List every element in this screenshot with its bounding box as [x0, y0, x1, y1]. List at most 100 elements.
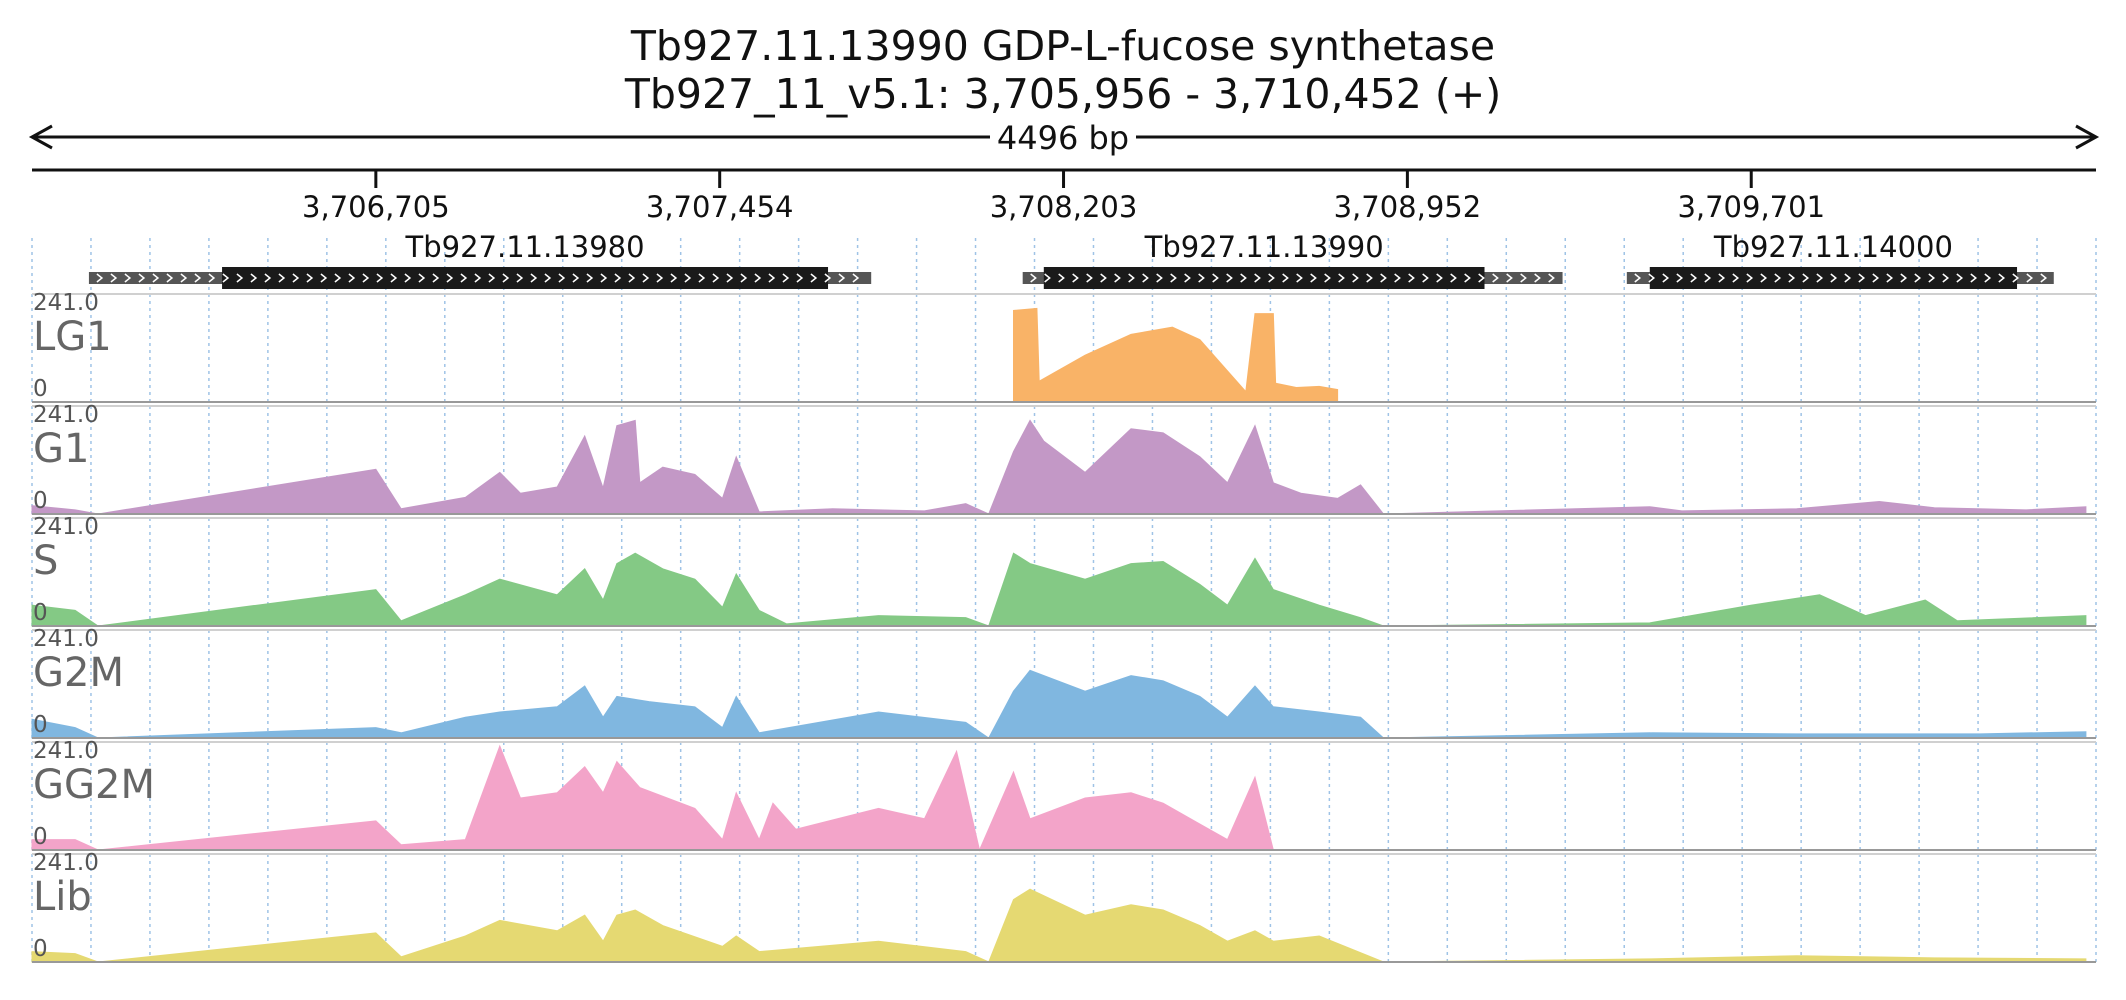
strand-chevron-icon [250, 273, 258, 283]
gene-annotation-track: Tb927.11.13980 Tb927.11.13990 Tb927.11.140… [88, 230, 2054, 289]
strand-chevron-icon [166, 273, 174, 283]
strand-chevron-icon [1634, 273, 1642, 283]
strand-chevron-icon [1520, 273, 1527, 283]
strand-chevron-icon [1044, 273, 1051, 283]
strand-chevron-icon [530, 273, 538, 283]
strand-chevron-icon [796, 273, 804, 283]
track-min-label: 0 [33, 712, 48, 738]
strand-chevron-icon [1366, 273, 1373, 283]
track-max-label: 241.0 [33, 738, 99, 764]
coordinate-ruler: 3,706,705 3,707,454 3,708,203 3,708,952 3,70… [32, 168, 2096, 224]
track-name: Lib [33, 874, 92, 920]
strand-chevron-icon [1492, 273, 1499, 283]
strand-chevron-icon [1914, 273, 1922, 283]
strand-chevron-icon [824, 273, 832, 283]
strand-chevron-icon [642, 273, 650, 283]
track-min-label: 0 [33, 600, 48, 626]
strand-chevron-icon [1254, 273, 1261, 283]
track-max-label: 241.0 [33, 290, 99, 316]
strand-chevron-icon [502, 273, 510, 283]
gene-feature[interactable]: Tb927.11.13980 [88, 230, 872, 289]
strand-chevron-icon [1900, 273, 1908, 283]
gene-label: Tb927.11.13980 [405, 230, 645, 264]
strand-chevron-icon [1324, 273, 1331, 283]
strand-chevron-icon [1086, 273, 1093, 283]
strand-chevron-icon [1114, 273, 1121, 283]
strand-chevron-icon [1886, 273, 1894, 283]
ruler-tick-label: 3,708,203 [990, 190, 1138, 224]
strand-chevron-icon [1268, 273, 1275, 283]
strand-chevron-icon [1100, 273, 1107, 283]
strand-chevron-icon [110, 273, 118, 283]
strand-chevron-icon [1802, 273, 1810, 283]
gene-label: Tb927.11.14000 [1713, 230, 1953, 264]
track-min-label: 0 [33, 824, 48, 850]
gene-cds [222, 267, 829, 289]
coverage-track-s: 241.0S 0 [31, 514, 2096, 627]
strand-chevron-icon [1226, 273, 1233, 283]
strand-chevron-icon [1170, 273, 1177, 283]
strand-chevron-icon [1718, 273, 1726, 283]
strand-chevron-icon [586, 273, 594, 283]
strand-chevron-icon [1844, 273, 1852, 283]
strand-chevron-icon [376, 273, 384, 283]
strand-chevron-icon [138, 273, 146, 283]
strand-chevron-icon [1998, 273, 2006, 283]
strand-chevron-icon [1030, 273, 1037, 283]
strand-chevron-icon [1408, 273, 1415, 283]
strand-chevron-icon [1704, 273, 1712, 283]
strand-chevron-icon [1282, 273, 1289, 283]
gene-feature[interactable]: Tb927.11.14000 [1626, 230, 2054, 289]
strand-chevron-icon [460, 273, 468, 283]
strand-chevron-icon [1072, 273, 1079, 283]
strand-chevron-icon [558, 273, 566, 283]
strand-chevron-icon [1352, 273, 1359, 283]
strand-chevron-icon [180, 273, 188, 283]
strand-chevron-icon [1534, 273, 1541, 283]
strand-chevron-icon [1296, 273, 1303, 283]
track-name: LG1 [33, 314, 112, 360]
strand-chevron-icon [712, 273, 720, 283]
strand-chevron-icon [2040, 273, 2048, 283]
strand-chevron-icon [124, 273, 132, 283]
strand-chevron-icon [1690, 273, 1698, 283]
strand-chevron-icon [1450, 273, 1457, 283]
strand-chevron-icon [1156, 273, 1163, 283]
track-min-label: 0 [33, 488, 48, 514]
strand-chevron-icon [2012, 273, 2020, 283]
strand-chevron-icon [1942, 273, 1950, 283]
coverage-track-g1: 241.0G1 0 [31, 402, 2096, 515]
region-subtitle: Tb927_11_v5.1: 3,705,956 - 3,710,452 (+) [624, 70, 1502, 118]
strand-chevron-icon [726, 273, 734, 283]
coverage-area [31, 744, 1274, 852]
strand-chevron-icon [152, 273, 160, 283]
strand-chevron-icon [1548, 273, 1555, 283]
strand-chevron-icon [852, 273, 860, 283]
track-max-label: 241.0 [33, 850, 99, 876]
arrow-right-icon [2075, 124, 2100, 150]
strand-chevron-icon [1970, 273, 1978, 283]
coverage-area [31, 669, 2087, 739]
gene-label: Tb927.11.13990 [1144, 230, 1384, 264]
gene-title: Tb927.11.13990 GDP-L-fucose synthetase [630, 22, 1496, 70]
strand-chevron-icon [1956, 273, 1964, 283]
gene-cds [1043, 267, 1485, 289]
gene-feature[interactable]: Tb927.11.13990 [1022, 230, 1563, 289]
strand-chevron-icon [236, 273, 244, 283]
coverage-area [31, 888, 2087, 963]
track-max-label: 241.0 [33, 626, 99, 652]
ruler-tick-label: 3,709,701 [1677, 190, 1825, 224]
strand-chevron-icon [320, 273, 328, 283]
strand-chevron-icon [838, 273, 846, 283]
strand-chevron-icon [362, 273, 370, 283]
gene-cds [1649, 267, 2018, 289]
strand-chevron-icon [1128, 273, 1135, 283]
strand-chevron-icon [1788, 273, 1796, 283]
strand-chevron-icon [1436, 273, 1443, 283]
strand-chevron-icon [614, 273, 622, 283]
strand-chevron-icon [1198, 273, 1205, 283]
strand-chevron-icon [1858, 273, 1866, 283]
strand-chevron-icon [2026, 273, 2034, 283]
